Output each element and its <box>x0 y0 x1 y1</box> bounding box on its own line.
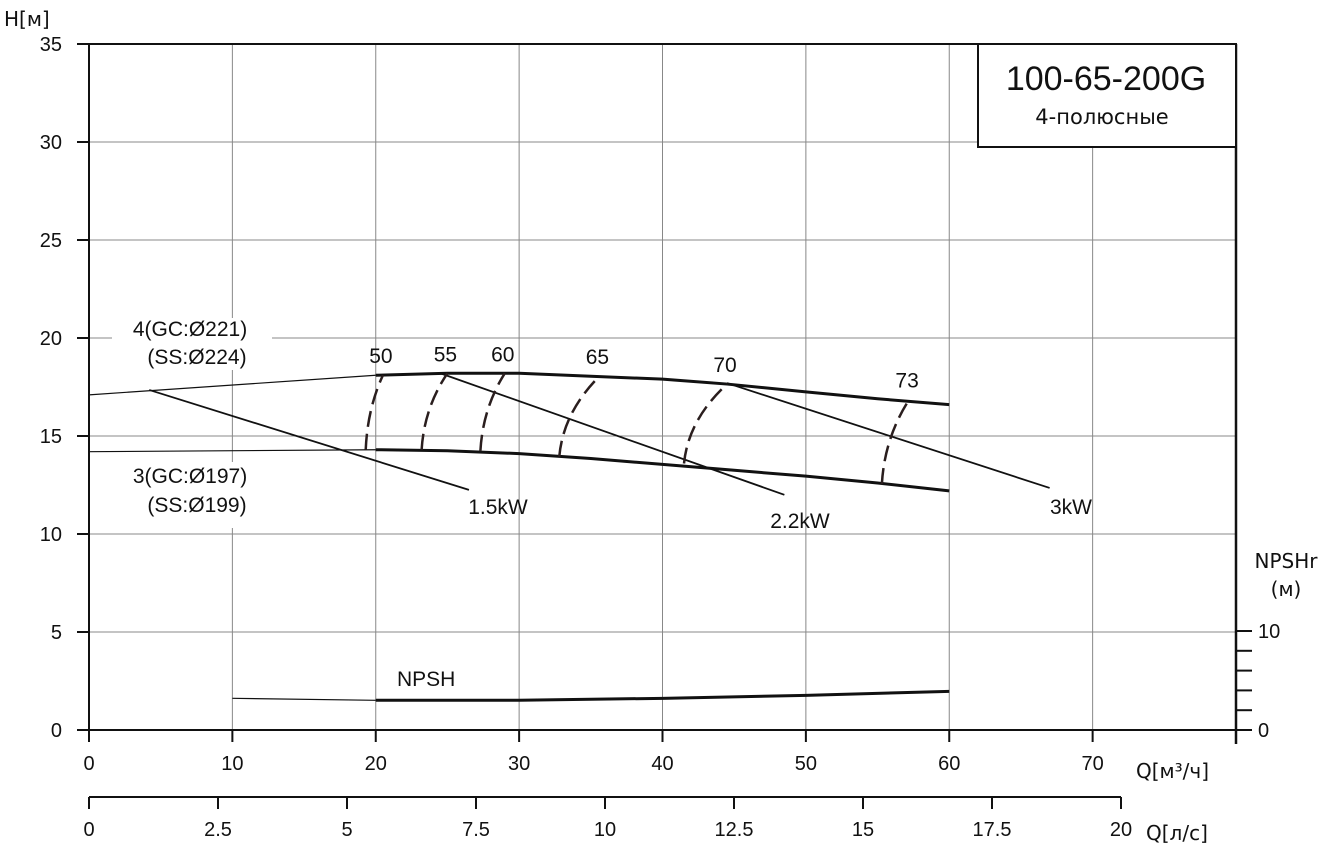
power-label-2.2kw: 2.2kW <box>770 510 830 533</box>
y-tick-label: 35 <box>40 34 62 56</box>
efficiency-label: 60 <box>491 343 514 366</box>
y2-axis-unit: (м) <box>1271 577 1302 601</box>
x-axis-label: Q[м³/ч] <box>1136 759 1209 783</box>
efficiency-curve-73 <box>880 399 911 485</box>
npsh-curve <box>375 689 950 702</box>
efficiency-curve-50 <box>364 374 385 450</box>
x2-tick-label: 20 <box>1110 819 1132 841</box>
x2-tick-label: 2.5 <box>204 819 232 841</box>
x2-tick-label: 12.5 <box>715 819 754 841</box>
impeller-4-label-bg <box>112 318 272 370</box>
y-tick-label: 10 <box>40 524 62 546</box>
impeller-4-label: 4(GC:Ø221) <box>133 318 247 341</box>
head-curve-extrapolated-0 <box>88 374 376 396</box>
curves <box>88 371 1050 702</box>
chart-subtitle: 4-полюсные <box>1035 105 1168 129</box>
x2-tick-label: 10 <box>594 819 616 841</box>
x-tick-label: 50 <box>795 753 817 775</box>
y-tick-label: 25 <box>40 230 62 252</box>
x2-tick-label: 0 <box>83 819 94 841</box>
x-tick-label: 30 <box>508 753 530 775</box>
head-curve-0 <box>375 371 950 407</box>
y-axis-label: H[м] <box>4 7 50 31</box>
efficiency-label: 73 <box>895 370 918 393</box>
y-tick-label: 5 <box>51 622 62 644</box>
power-line-3kW <box>726 382 1050 489</box>
y2-tick-label: 10 <box>1258 621 1280 643</box>
impeller-3-label-bg <box>112 462 274 528</box>
power-label-3kw: 3kW <box>1050 496 1092 519</box>
head-curve-1 <box>375 448 950 493</box>
impeller-3-label: 3(GC:Ø197) <box>133 465 247 488</box>
efficiency-label: 65 <box>586 346 609 369</box>
x-tick-label: 20 <box>365 753 387 775</box>
x2-tick-label: 17.5 <box>973 819 1012 841</box>
x-tick-label: 10 <box>221 753 243 775</box>
efficiency-curve-70 <box>682 383 728 464</box>
efficiency-curve-65 <box>558 375 601 457</box>
power-label-1.5kw: 1.5kW <box>468 496 528 519</box>
labels: 50 55 60 65 70 73 4(GC:Ø221) (SS:Ø224) 3(GC:Ø197… <box>112 318 1092 691</box>
power-line-2.2kW <box>439 372 785 496</box>
efficiency-label: 50 <box>369 345 392 368</box>
npsh-curve-extrapolated <box>232 697 376 701</box>
x-tick-label: 70 <box>1082 753 1104 775</box>
efficiency-curve-55 <box>420 372 449 450</box>
title-box: 100-65-200G 4-полюсные <box>977 43 1237 148</box>
impeller-4-label-ss: (SS:Ø224) <box>147 346 246 369</box>
x2-tick-label: 5 <box>341 819 352 841</box>
npsh-label: NPSH <box>397 668 455 691</box>
efficiency-label: 70 <box>713 354 736 377</box>
y2-tick-label: 0 <box>1258 720 1269 742</box>
x2-tick-label: 7.5 <box>462 819 490 841</box>
x2-tick-label: 15 <box>852 819 874 841</box>
y-tick-label: 15 <box>40 426 62 448</box>
axes: 0 10 20 30 40 50 60 70 0 5 10 15 20 25 30 35 0 2.5 5 7.5 10 1… <box>40 34 1281 841</box>
y2-axis-label: NPSHr <box>1255 549 1319 573</box>
x-tick-label: 0 <box>83 753 94 775</box>
y-tick-label: 20 <box>40 328 62 350</box>
x-tick-label: 40 <box>651 753 673 775</box>
efficiency-label: 55 <box>434 343 457 366</box>
y-tick-label: 0 <box>51 720 62 742</box>
x2-axis-label: Q[л/с] <box>1146 821 1208 845</box>
y-tick-label: 30 <box>40 132 62 154</box>
impeller-3-label-ss: (SS:Ø199) <box>147 494 246 517</box>
efficiency-curve-60 <box>479 372 506 451</box>
x-tick-label: 60 <box>938 753 960 775</box>
head-curve-extrapolated-1 <box>88 449 376 453</box>
chart-title: 100-65-200G <box>1006 60 1206 98</box>
power-line-1.5kW <box>148 389 470 491</box>
